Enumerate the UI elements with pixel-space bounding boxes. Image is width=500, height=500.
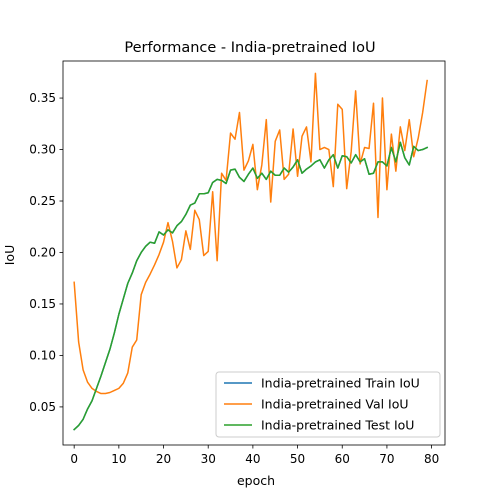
x-axis-label: epoch bbox=[237, 473, 275, 488]
x-tick-label: 10 bbox=[111, 452, 126, 466]
plot-area: 0 10 20 30 40 50 60 70 80 0.05 0.10 0.15 0.20 0.25 0.3… bbox=[29, 60, 446, 466]
x-tick-label: 30 bbox=[201, 452, 216, 466]
y-tick-label: 0.25 bbox=[29, 194, 56, 208]
x-tick-label: 50 bbox=[290, 452, 305, 466]
axes-frame bbox=[62, 60, 446, 446]
x-tick-label: 20 bbox=[156, 452, 171, 466]
chart-title: Performance - India-pretrained IoU bbox=[124, 40, 375, 56]
y-tick-label: 0.05 bbox=[29, 400, 56, 414]
x-tick-label: 0 bbox=[70, 452, 78, 466]
legend-label-3: India-pretrained Test IoU bbox=[261, 418, 414, 433]
y-tick-label: 0.20 bbox=[29, 245, 56, 259]
legend-label-2: India-pretrained Val IoU bbox=[261, 397, 409, 412]
series-line-2 bbox=[73, 72, 428, 395]
y-tick-label: 0.35 bbox=[29, 91, 56, 105]
y-tick-label: 0.10 bbox=[29, 348, 56, 362]
y-tick-label: 0.15 bbox=[29, 297, 56, 311]
y-axis-label: IoU bbox=[2, 245, 17, 265]
x-tick-label: 40 bbox=[245, 452, 260, 466]
y-tick-label: 0.30 bbox=[29, 143, 56, 157]
legend: India-pretrained Train IoU India-pretrain… bbox=[215, 371, 441, 438]
x-tick-label: 60 bbox=[335, 452, 350, 466]
x-tick-label: 80 bbox=[424, 452, 439, 466]
legend-label-1: India-pretrained Train IoU bbox=[261, 376, 420, 391]
series-line-3 bbox=[73, 141, 429, 431]
legend-box bbox=[215, 371, 441, 438]
x-tick-label: 70 bbox=[379, 452, 394, 466]
